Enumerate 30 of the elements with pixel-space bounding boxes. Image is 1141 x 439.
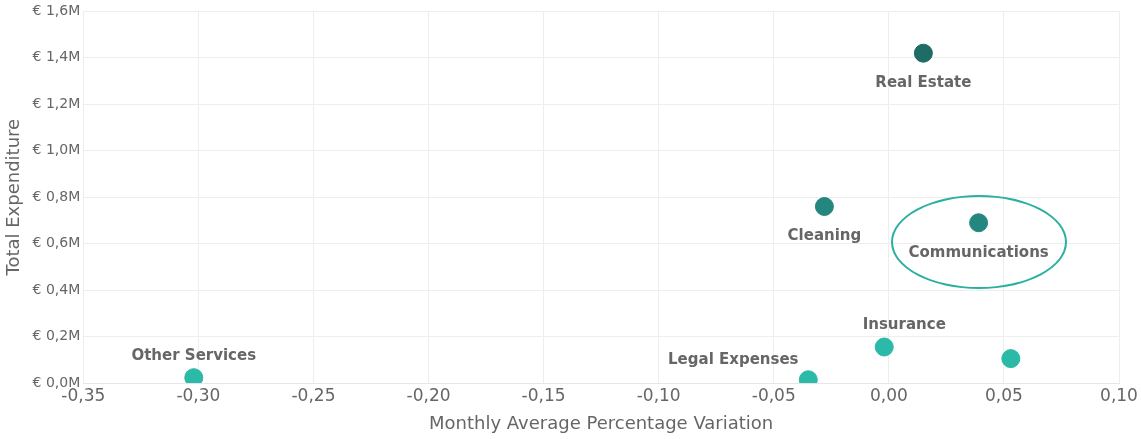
- series-label: Legal Expenses: [668, 349, 799, 368]
- x-tick-label: -0,30: [176, 384, 221, 405]
- x-axis-title: Monthly Average Percentage Variation: [429, 411, 774, 433]
- series-label: Other Services: [131, 345, 257, 364]
- x-tick-label: -0,25: [291, 384, 336, 405]
- point: [1001, 349, 1021, 369]
- x-tick-label: -0,10: [636, 384, 681, 405]
- x-tick-label: -0,05: [751, 384, 796, 405]
- y-tick-label: € 0,4M: [32, 280, 81, 297]
- series-label: Communications: [908, 242, 1049, 261]
- point: [874, 337, 894, 357]
- series-label: Real Estate: [875, 73, 972, 92]
- y-tick-label: € 1,2M: [32, 94, 81, 111]
- point: [913, 43, 933, 63]
- x-tick-label: -0,20: [406, 384, 451, 405]
- y-tick-label: € 1,0M: [32, 141, 81, 158]
- point: [814, 196, 834, 216]
- y-tick-label: € 0,2M: [32, 327, 81, 344]
- y-tick-label: € 0,8M: [32, 187, 81, 204]
- point: [969, 213, 989, 233]
- x-tick-label: -0,15: [521, 384, 566, 405]
- x-tick-label: 0,10: [1100, 384, 1138, 405]
- y-axis-title: Total Expenditure: [2, 118, 24, 277]
- y-tick-label: € 1,6M: [32, 2, 81, 19]
- series-label: Insurance: [862, 314, 946, 333]
- y-tick-label: € 0,6M: [32, 234, 81, 251]
- x-tick-label: 0,05: [984, 384, 1023, 405]
- x-tick-label: 0,00: [869, 384, 908, 405]
- series-label: Cleaning: [787, 226, 862, 245]
- y-tick-label: € 1,4M: [32, 48, 81, 65]
